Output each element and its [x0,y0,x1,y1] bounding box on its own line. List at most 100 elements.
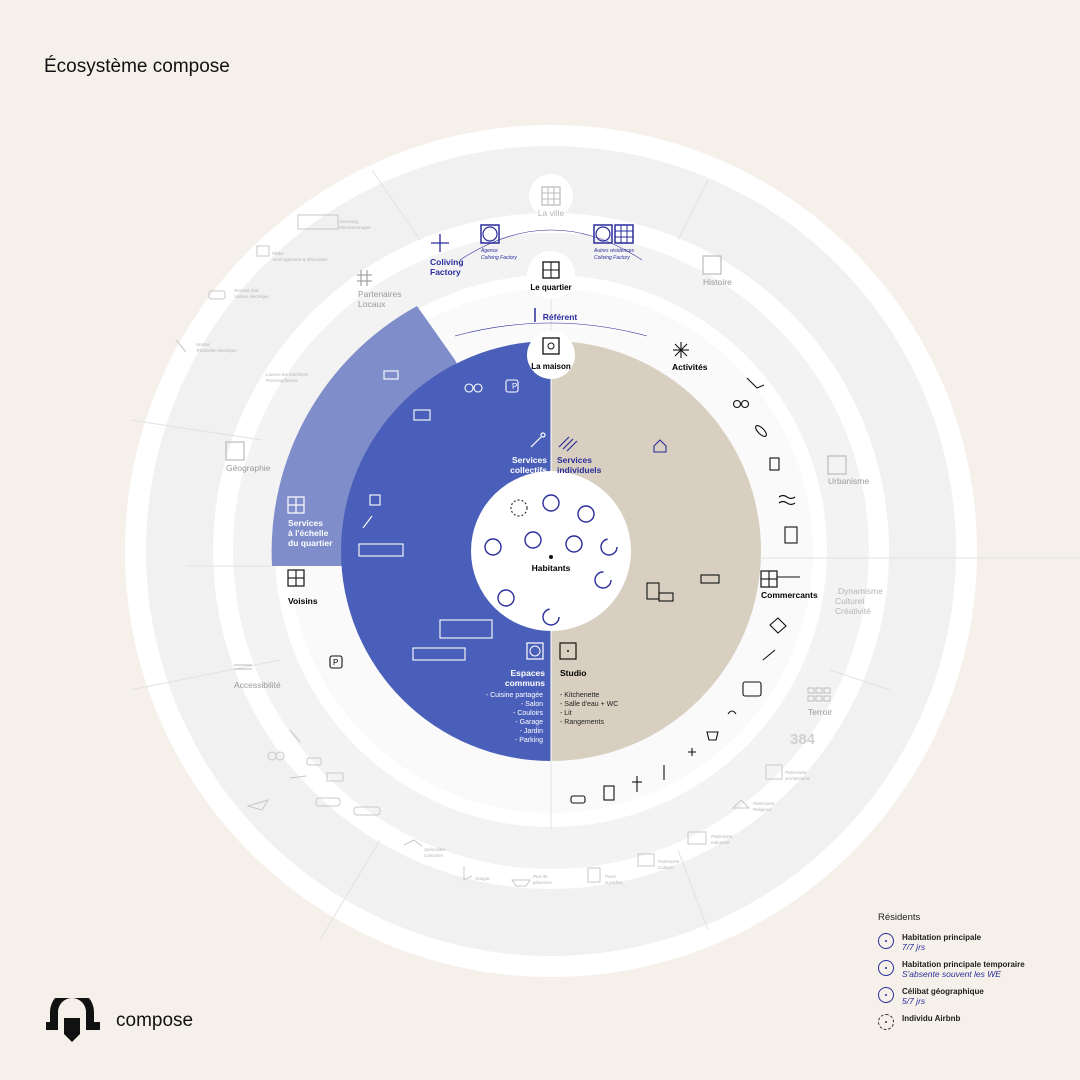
terroir-icon [807,687,831,702]
building-icon [297,214,339,230]
tv-icon [413,409,431,421]
la-ville-label: La ville [538,208,565,218]
svg-text:culinaires: culinaires [424,853,444,858]
residences-grid-icon [614,224,634,244]
services-collectifs-label-1: Services [512,455,547,465]
svg-text:Parcs: Parcs [605,874,617,879]
music-icon [463,866,473,881]
svg-text:Religieux: Religieux [753,807,772,812]
basket-icon [742,681,762,697]
resident-icon [484,538,502,556]
car-icon [306,757,322,766]
tennis-icon [784,526,798,544]
bike-icon [464,383,474,393]
svg-text:- Cuisine partagée: - Cuisine partagée [486,692,543,699]
outer-notes: Samsung Electroménager Ribba Aménagement… [196,219,811,885]
canoe-icon [755,425,767,437]
histoire-icon [702,255,722,275]
residences-label-1: Autres résidences [593,248,635,254]
urbanisme-label: Urbanisme [828,476,869,486]
svg-text:- Parking: - Parking [515,737,543,744]
dynamisme-label-3: Créativité [835,606,871,616]
phone-icon [603,785,615,801]
svg-text:Patrimoine: Patrimoine [753,801,775,806]
park-icon [587,867,601,883]
svg-text:Pressing/laverie: Pressing/laverie [266,378,299,383]
studio-list: - Kitchenette - Salle d'eau + WC - Lit -… [560,692,618,726]
bike-icon [732,399,742,409]
bed-icon [504,541,518,554]
voisins-label: Voisins [288,596,318,606]
collective-icons [358,379,519,661]
tram-icon [315,797,341,807]
svg-text:- Jardin: - Jardin [520,728,543,735]
legend-item: Habitation principale temporaire S'absen… [878,960,1068,979]
svg-text:Laverie les Machines: Laverie les Machines [266,372,309,377]
cheese-icon [769,617,787,634]
geographie-icon [225,441,245,461]
svg-text:- Salon: - Salon [521,701,543,708]
house-collective-half [341,341,551,761]
habitants-dot [549,555,553,559]
espaces-communs-label-2: communs [505,678,545,688]
dynamisme-label-1: Dynamisme [838,586,883,596]
svg-text:& jardins: & jardins [605,880,623,885]
resident-icon [600,538,618,556]
monument-icon [765,764,783,780]
svg-text:- Lit: - Lit [560,710,572,717]
maison-icon [542,337,560,355]
book-icon [769,457,780,471]
services-individuels-icon [558,436,578,452]
parking-icon [505,379,519,393]
svg-text:- Kitchenette: - Kitchenette [560,692,599,699]
coliving-label-1: Coliving [430,257,464,267]
brand-name: compose [116,1010,194,1031]
svg-text:Nougat: Nougat [475,876,490,881]
building-block-icon [439,619,493,639]
scooter-icon [289,729,301,743]
ville-icon [541,186,561,206]
resident-solid-icon [878,933,894,949]
svg-text:Port de: Port de [533,874,548,879]
house-individual-half [551,341,761,761]
svg-text:Culturel: Culturel [658,865,675,870]
car-icon [208,290,226,300]
partenaires-label-2: Locaux [358,299,386,309]
wave-icon [778,494,796,506]
terroir-score: 384 [790,731,816,748]
agence-label-2: Coliving Factory [481,255,517,261]
residences-label-2: Coliving Factory [594,255,630,261]
activity-icons [732,377,798,544]
svg-text:Voiture électrique: Voiture électrique [234,294,269,299]
espaces-communs-icon [526,642,544,660]
svg-text:architectural: architectural [785,776,811,781]
commercants-label: Commercants [761,590,818,600]
espaces-communs-list: - Cuisine partagée - Salon - Couloirs - … [486,692,544,744]
svg-text:- Rangements: - Rangements [560,719,604,726]
compose-logo-icon [46,998,100,1042]
partenaires-label-1: Partenaires [358,289,401,299]
resident-icon [497,589,515,607]
factory-icon [687,831,707,845]
terroir-label: Terroir [808,707,832,717]
svg-text:- Salle d'eau + WC: - Salle d'eau + WC [560,701,618,708]
coliving-label-2: Factory [430,267,461,277]
resident-icon [524,531,542,549]
svg-text:Nosaw: Nosaw [196,342,211,347]
services-collectifs-icon [530,432,546,448]
maison-dot-icon [547,342,555,350]
spark-icon [673,342,689,358]
resident-solid-icon [878,987,894,1003]
cabinet-icon [658,592,674,602]
resident-markers [484,494,618,626]
bed-icon [700,574,720,584]
parking-icon [329,655,343,669]
activites-label: Activités [672,362,708,372]
church-icon [731,799,751,809]
plane-icon [246,799,270,811]
resident-icon [565,535,583,553]
svg-text:- Garage: - Garage [515,719,543,726]
resident-icon [542,494,560,512]
car-icon [570,795,586,804]
